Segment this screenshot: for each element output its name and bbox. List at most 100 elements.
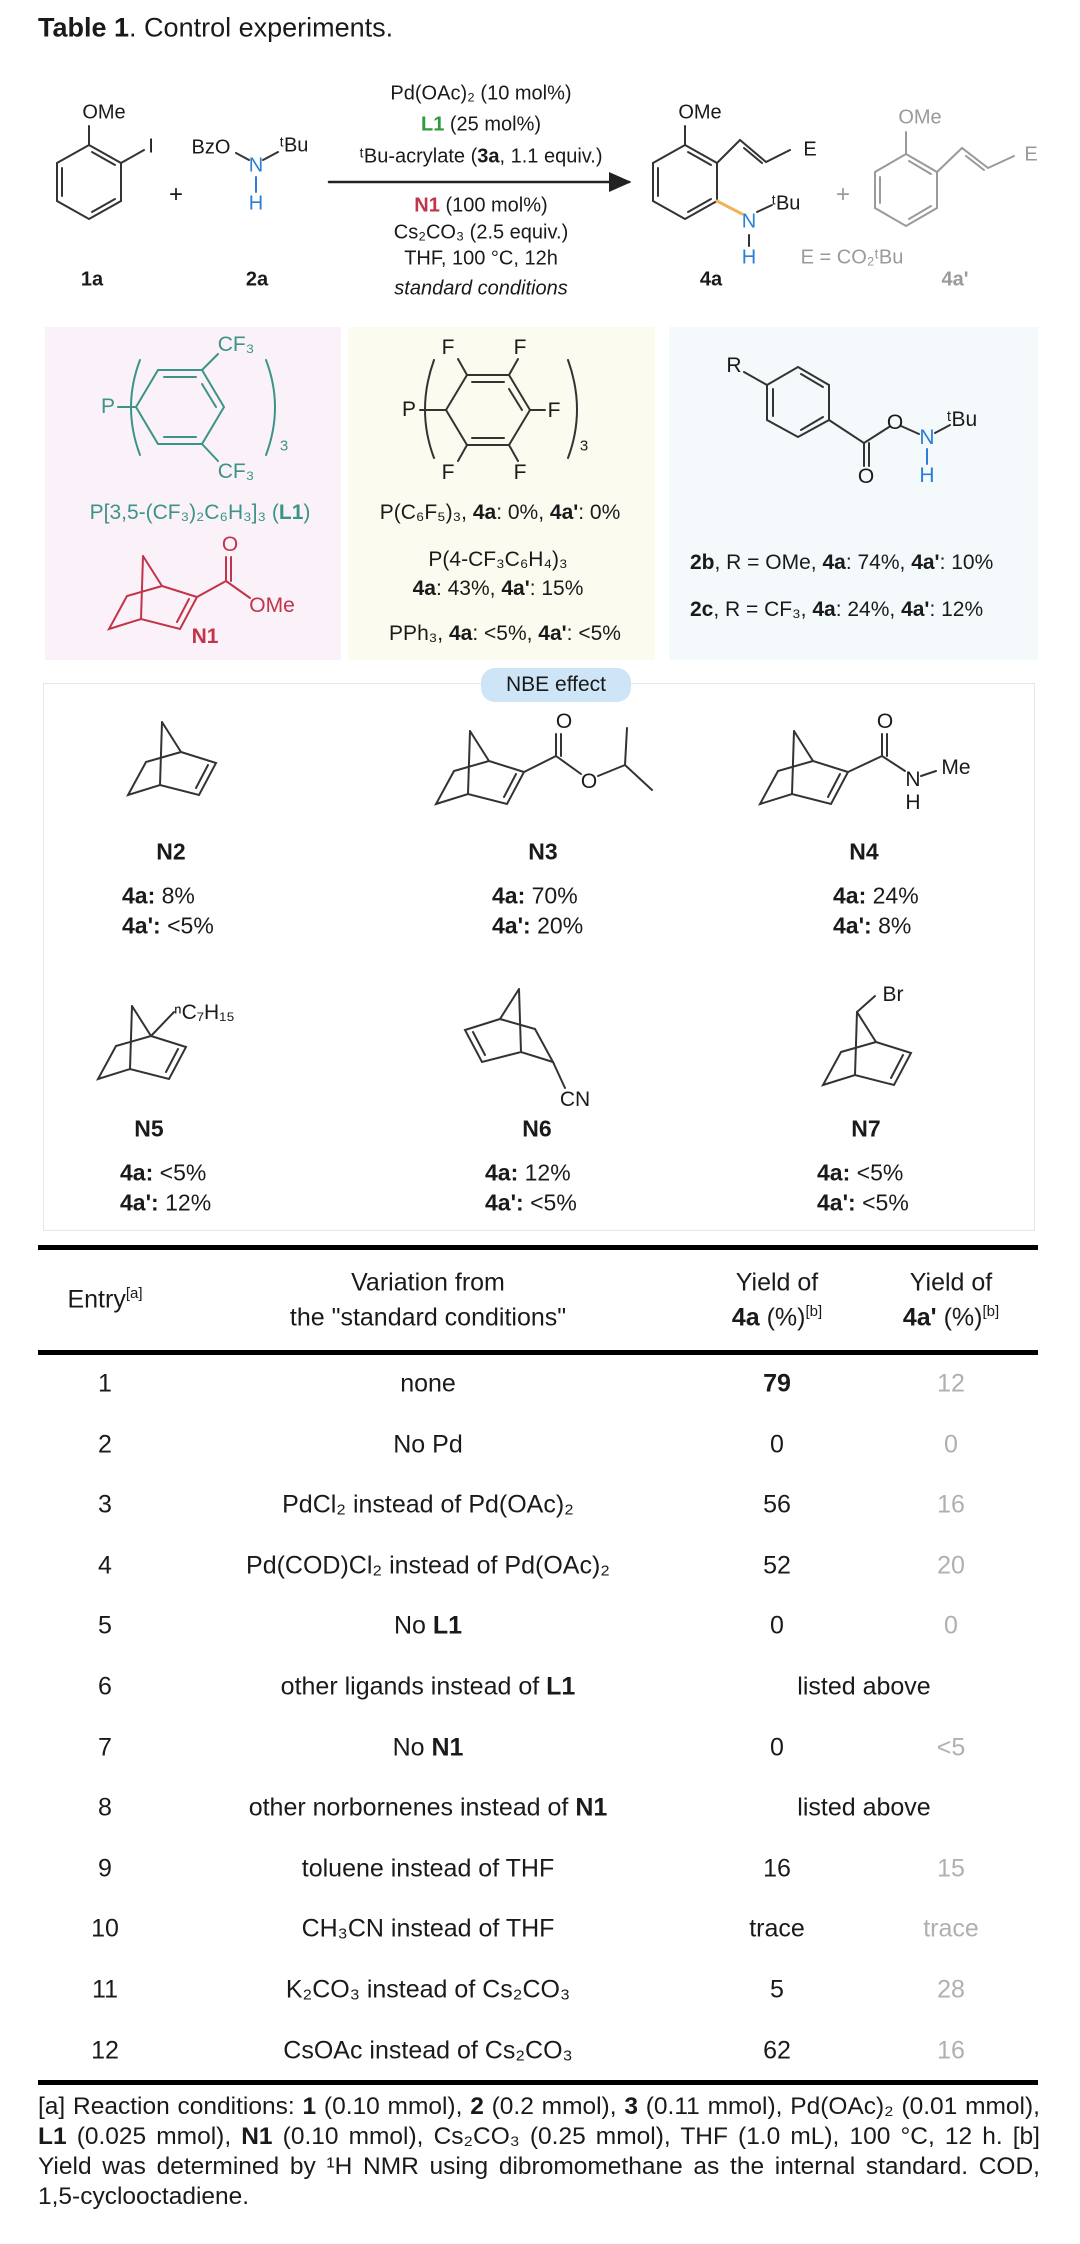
- atom-label-cf3: CF₃: [217, 333, 255, 356]
- entry-number: 9: [98, 1854, 112, 1883]
- table-top-rule: [38, 1245, 1038, 1250]
- variation: CH₃CN instead of THF: [302, 1915, 555, 1944]
- atom-label-n: N: [741, 210, 757, 233]
- entry-number: 11: [92, 1975, 118, 2004]
- title-number: Table 1: [38, 12, 130, 43]
- table-title: Table 1. Control experiments.: [38, 13, 393, 44]
- atom-label-o: O: [580, 770, 598, 793]
- yield-value: 24%: [866, 882, 919, 909]
- product-ref: 4a:: [492, 882, 526, 909]
- footnote-segment: 2: [470, 2093, 484, 2120]
- yield-value: 20%: [530, 912, 584, 939]
- ligand-name: PPh₃,: [389, 622, 449, 645]
- entry-number: 12: [91, 2036, 119, 2065]
- variation-text: No: [393, 1611, 433, 1640]
- yield-4a: 4a: <5%: [817, 1160, 903, 1187]
- aminating-reagent-panel: [669, 327, 1038, 660]
- l1-ref: L1: [278, 501, 304, 524]
- entry-number: 2: [98, 1430, 112, 1459]
- atom-label-f: F: [441, 336, 455, 359]
- yield-4ap: 4a': 8%: [833, 913, 911, 940]
- yield-4a: 62: [763, 2036, 791, 2065]
- product-ref: 4a:: [122, 882, 156, 909]
- ligand-name: P(C₆F₅)₃,: [379, 501, 473, 524]
- variation: none: [400, 1370, 456, 1399]
- yield-4ap: 15: [937, 1854, 965, 1883]
- footnote-segment: [a] Reaction conditions:: [38, 2093, 303, 2120]
- variation-text: No: [392, 1733, 432, 1762]
- n5-structure: [97, 1005, 187, 1080]
- acrylate-text: ᵗBu-acrylate (: [359, 145, 478, 168]
- n3-structure: [435, 727, 653, 805]
- footnote-segment: (0.10 mmol),: [316, 2093, 471, 2120]
- yield-4ap: 12: [937, 1369, 965, 1398]
- footnote-segment: N1: [241, 2123, 273, 2150]
- atom-label-e: E: [803, 138, 817, 161]
- header-variation-line2: the "standard conditions": [289, 1303, 567, 1332]
- yield-4a: 0: [770, 1733, 784, 1762]
- yield-4a: 4a: 70%: [492, 883, 578, 910]
- variation: toluene instead of THF: [302, 1854, 554, 1883]
- variation-ref: L1: [546, 1672, 576, 1701]
- ester-definition: E = CO₂ᵗBu: [800, 246, 904, 269]
- atom-label-f: F: [513, 336, 527, 359]
- variation-text: CsOAc instead of Cs₂CO₃: [283, 2036, 573, 2065]
- l1-amount: (25 mol%): [444, 113, 542, 136]
- atom-label-ome: OMe: [678, 101, 722, 124]
- yield-4ap: 4a': 20%: [492, 913, 583, 940]
- yield-value: <5%: [153, 1159, 207, 1186]
- entry-number: 5: [98, 1611, 112, 1640]
- yield-4a: 0: [770, 1611, 784, 1640]
- yield-4ap: trace: [923, 1914, 979, 1943]
- product-ref: 4a: [812, 598, 836, 621]
- byproduct-ref: 4a':: [833, 912, 872, 939]
- n7-structure: [822, 995, 912, 1086]
- subscript-3: 3: [279, 437, 289, 455]
- entry-number: 4: [98, 1551, 112, 1580]
- compound-label-n7: N7: [851, 1115, 881, 1142]
- header-variation-line1: Variation from: [351, 1268, 505, 1297]
- variation-text: toluene instead of THF: [301, 1854, 555, 1883]
- variation: other ligands instead of L1: [281, 1673, 576, 1702]
- variation-ref: L1: [432, 1611, 463, 1640]
- product-ref: 4a: [448, 622, 473, 645]
- n4-structure: [759, 730, 937, 805]
- variation: No N1: [393, 1733, 464, 1762]
- byproduct-ref: 4a': [911, 551, 940, 574]
- entry-number: 10: [91, 1914, 119, 1943]
- compound-label-n5: N5: [134, 1115, 164, 1142]
- condition-base: Cs₂CO₃ (2.5 equiv.): [393, 221, 569, 244]
- reagent-result-2b: 2b, R = OMe, 4a: 74%, 4a': 10%: [690, 551, 993, 575]
- byproduct-ref: 4a':: [485, 1189, 524, 1216]
- l1-formula: P[3,5-(CF₃)₂C₆H₃]₃ (: [89, 501, 279, 524]
- n1-ref: N1: [414, 194, 440, 217]
- acrylate-amount: , 1.1 equiv.): [499, 145, 603, 168]
- header-entry: Entry[a]: [67, 1286, 142, 1315]
- atom-label-tbu: ᵗBu: [771, 192, 801, 215]
- table-bottom-rule: [38, 2080, 1038, 2085]
- yield-4ap: 4a': <5%: [485, 1190, 577, 1217]
- yield-value: 8%: [155, 882, 195, 909]
- condition-acrylate: ᵗBu-acrylate (3a, 1.1 equiv.): [359, 146, 602, 169]
- entry-number: 8: [98, 1793, 112, 1822]
- table-header-rule: [38, 1350, 1038, 1355]
- yield-4a: 4a: 12%: [485, 1160, 571, 1187]
- atom-label-f: F: [441, 461, 455, 484]
- footnote-segment: 3: [624, 2093, 638, 2120]
- atom-label-n: N: [919, 426, 935, 449]
- yield-4a: 5: [770, 1975, 784, 2004]
- variation: Pd(COD)Cl₂ instead of Pd(OAc)₂: [246, 1551, 610, 1580]
- product-ref: 4a:: [120, 1159, 154, 1186]
- variation: other norbornenes instead of N1: [249, 1794, 608, 1823]
- atom-label-ome: OMe: [82, 101, 126, 124]
- yield-4ap: 20: [937, 1551, 965, 1580]
- variation-text: Pd(COD)Cl₂ instead of Pd(OAc)₂: [246, 1551, 610, 1580]
- condition-catalyst: Pd(OAc)₂ (10 mol%): [390, 82, 572, 105]
- title-text: . Control experiments.: [129, 12, 394, 43]
- header-yield-4a-line2: 4a (%)[b]: [732, 1304, 822, 1333]
- product-ref: 4a: [472, 501, 497, 524]
- entry-number: 3: [98, 1490, 112, 1519]
- yield: : 10%: [939, 551, 994, 574]
- condition-norbornene: N1 (100 mol%): [414, 195, 547, 218]
- yield: : 74%,: [845, 551, 912, 574]
